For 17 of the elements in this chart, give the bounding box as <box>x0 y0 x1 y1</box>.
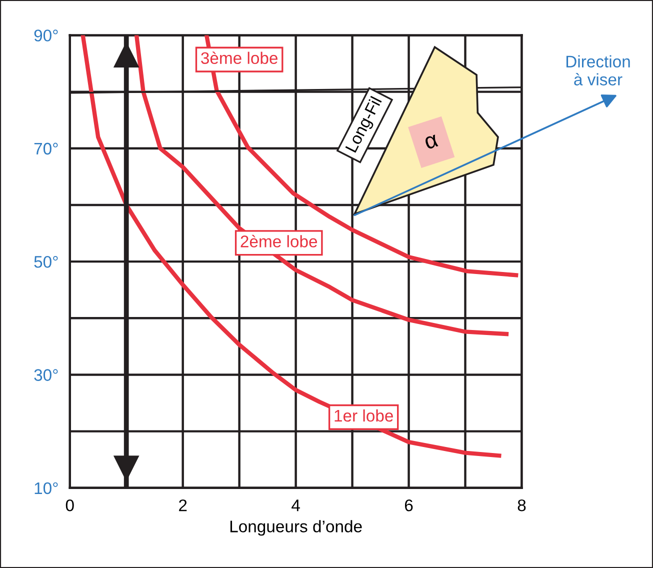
x-tick-label: 6 <box>404 499 413 512</box>
y-tick-label: 90° <box>34 30 58 42</box>
line-series <box>134 35 509 336</box>
x-axis-title: Longueurs d’onde <box>230 520 362 536</box>
x-tick-label: 8 <box>518 499 526 512</box>
text: Direction à viser <box>566 55 630 86</box>
x-tick-label: 4 <box>292 500 300 512</box>
y-tick-label: 50° <box>34 256 58 268</box>
y-tick-label: 30° <box>34 369 58 381</box>
x-tick-label: 2 <box>179 499 187 512</box>
y-tick-label: 10° <box>34 482 58 494</box>
annotation: α <box>424 134 439 150</box>
annotation: 3ème lobe <box>201 52 278 64</box>
x-tick-label: 0 <box>66 499 74 512</box>
y-tick-label: 70° <box>34 142 58 155</box>
annotation: 1er lobe <box>334 409 393 422</box>
annotation: 2ème lobe <box>240 234 318 248</box>
